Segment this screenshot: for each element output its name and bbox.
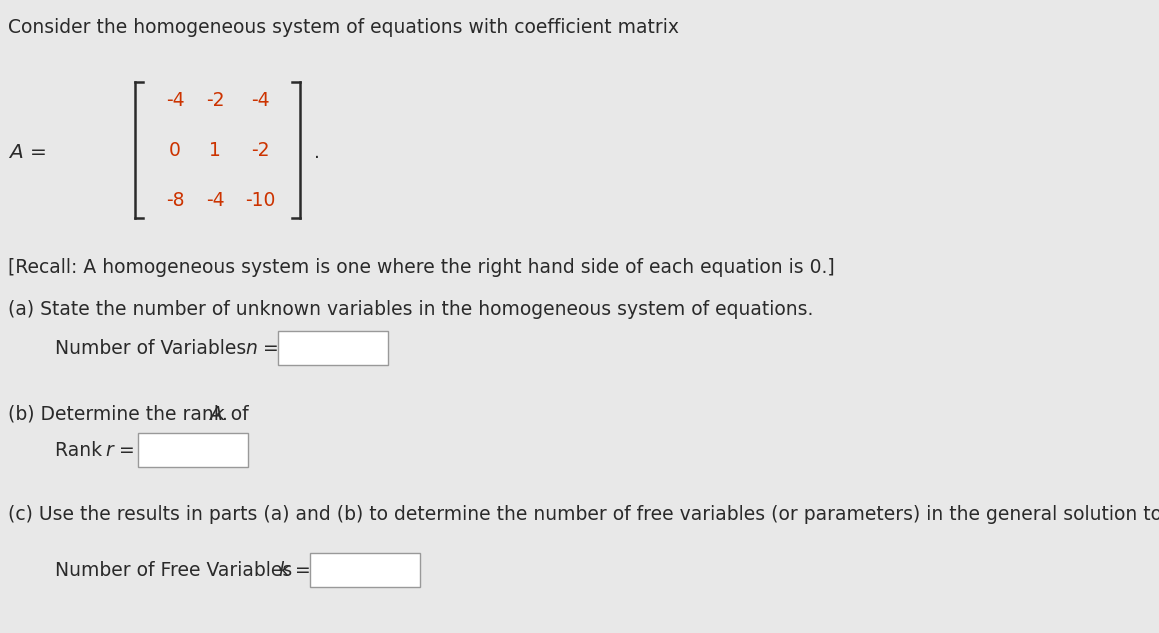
Text: 0: 0 bbox=[169, 141, 181, 160]
Text: $n$ =: $n$ = bbox=[245, 339, 278, 358]
Text: (a) State the number of unknown variables in the homogeneous system of equations: (a) State the number of unknown variable… bbox=[8, 300, 814, 319]
Bar bbox=[309, 553, 420, 587]
Text: -8: -8 bbox=[166, 191, 184, 210]
Text: 1: 1 bbox=[209, 141, 221, 160]
Text: Consider the homogeneous system of equations with coefficient matrix: Consider the homogeneous system of equat… bbox=[8, 18, 679, 37]
Text: [Recall: A homogeneous system is one where the right hand side of each equation : [Recall: A homogeneous system is one whe… bbox=[8, 258, 834, 277]
Text: -2: -2 bbox=[206, 91, 224, 110]
Text: -4: -4 bbox=[166, 91, 184, 110]
Text: (c) Use the results in parts (a) and (b) to determine the number of free variabl: (c) Use the results in parts (a) and (b)… bbox=[8, 505, 1159, 524]
Text: -4: -4 bbox=[205, 191, 225, 210]
Text: .: . bbox=[314, 142, 320, 161]
Text: Number of Free Variables: Number of Free Variables bbox=[54, 560, 298, 579]
Text: Number of Variables: Number of Variables bbox=[54, 339, 253, 358]
Text: $A$.: $A$. bbox=[207, 405, 227, 424]
Text: $A$ =: $A$ = bbox=[8, 142, 46, 161]
Text: Rank: Rank bbox=[54, 441, 108, 460]
Text: -10: -10 bbox=[245, 191, 275, 210]
Bar bbox=[278, 331, 388, 365]
Bar bbox=[138, 433, 248, 467]
Text: $k$ =: $k$ = bbox=[278, 560, 311, 579]
Text: -4: -4 bbox=[250, 91, 269, 110]
Text: $r$ =: $r$ = bbox=[105, 441, 134, 460]
Text: (b) Determine the rank of: (b) Determine the rank of bbox=[8, 405, 255, 424]
Text: -2: -2 bbox=[250, 141, 269, 160]
